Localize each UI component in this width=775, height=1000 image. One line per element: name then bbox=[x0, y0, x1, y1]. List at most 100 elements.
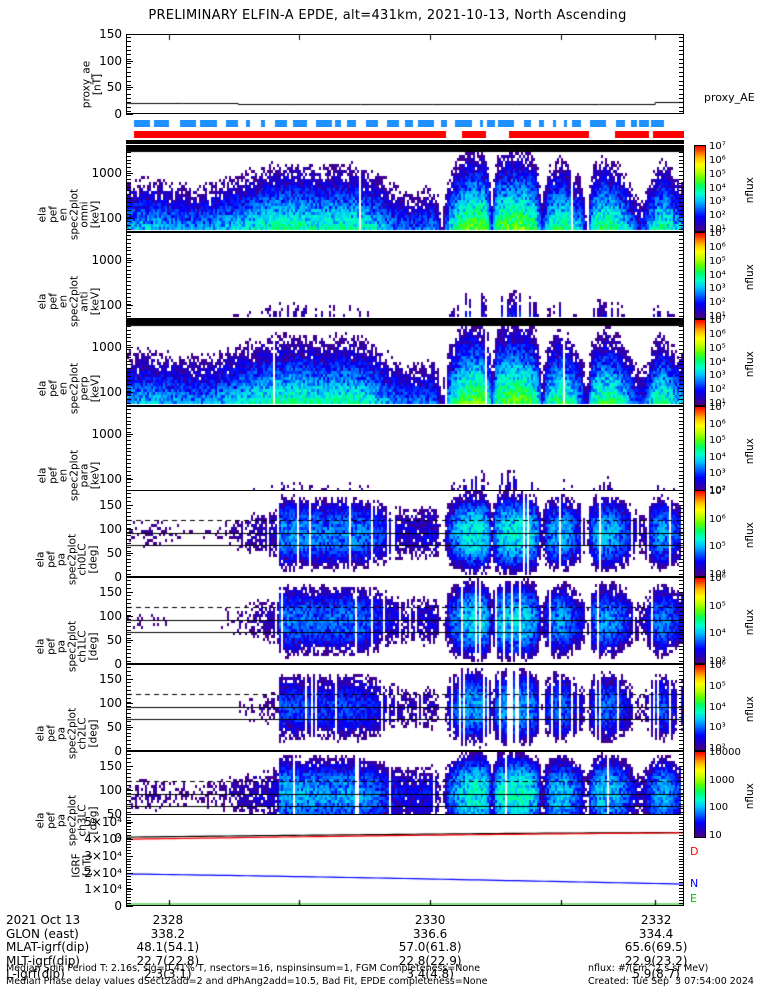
minor-tick bbox=[126, 724, 131, 726]
minor-tick bbox=[679, 873, 684, 875]
minor-tick bbox=[126, 900, 131, 902]
minor-tick bbox=[126, 447, 131, 449]
ytick-para: 1000 bbox=[91, 426, 122, 441]
axis-value: 5.9(8.7) bbox=[632, 967, 680, 982]
minor-tick bbox=[679, 822, 684, 824]
minor-tick bbox=[126, 867, 131, 869]
colorbar-tick-para: 10⁷ bbox=[709, 402, 726, 413]
minor-tick bbox=[679, 194, 684, 196]
minor-tick bbox=[679, 246, 684, 248]
ytickmark-perp bbox=[126, 346, 133, 348]
minor-tick bbox=[126, 583, 131, 585]
minor-tick bbox=[126, 308, 131, 310]
minor-tick bbox=[679, 527, 684, 529]
colorbar-tick-ch3LC: 10000 bbox=[709, 747, 741, 758]
minor-tick bbox=[679, 728, 684, 730]
ytickmark-ch1LC bbox=[126, 639, 133, 641]
minor-tick bbox=[679, 800, 684, 802]
igrf-tickmark bbox=[126, 906, 133, 907]
minor-tick bbox=[679, 667, 684, 668]
minor-tick bbox=[126, 678, 131, 680]
minor-tick bbox=[679, 599, 684, 601]
minor-tick bbox=[679, 71, 684, 73]
minor-tick bbox=[679, 478, 684, 480]
minor-tick bbox=[679, 828, 684, 830]
minor-tick bbox=[126, 701, 131, 703]
ytick-ch1LC: 100 bbox=[99, 608, 122, 623]
minor-tick bbox=[126, 784, 131, 786]
minor-tick bbox=[126, 478, 131, 480]
ytickmark-omni bbox=[126, 172, 133, 174]
minor-tick bbox=[126, 554, 131, 556]
panel-perp bbox=[126, 319, 684, 406]
minor-tick bbox=[679, 209, 684, 211]
minor-tick bbox=[126, 93, 131, 95]
minor-tick bbox=[126, 709, 131, 711]
status-strip-red bbox=[126, 131, 684, 138]
minor-tick bbox=[126, 376, 131, 377]
minor-tick bbox=[679, 562, 684, 564]
proxy-ae-tickmark bbox=[126, 34, 133, 35]
colorbar-tick-para: 10⁵ bbox=[709, 435, 726, 447]
minor-tick bbox=[126, 879, 131, 881]
axis-value: 338.2 bbox=[150, 926, 186, 941]
colorbar-omni bbox=[694, 145, 706, 232]
minor-tick bbox=[126, 202, 131, 203]
minor-tick bbox=[679, 724, 684, 726]
ytickmark-anti bbox=[126, 305, 133, 307]
minor-tick bbox=[126, 312, 131, 314]
colorbar-tick-ch1LC: 10⁵ bbox=[709, 600, 726, 612]
minor-tick bbox=[126, 436, 131, 437]
minor-tick bbox=[679, 879, 684, 881]
minor-tick bbox=[679, 443, 684, 445]
minor-tick bbox=[679, 817, 684, 818]
minor-tick bbox=[679, 217, 684, 219]
minor-tick bbox=[679, 603, 684, 605]
minor-tick bbox=[679, 463, 684, 464]
minor-tick bbox=[126, 574, 131, 575]
minor-tick bbox=[126, 316, 131, 317]
minor-tick bbox=[126, 37, 131, 38]
minor-tick bbox=[679, 682, 684, 684]
minor-tick bbox=[679, 312, 684, 314]
colorbar-tick-ch0LC: 10⁶ bbox=[709, 513, 726, 525]
minor-tick bbox=[126, 67, 131, 69]
minor-tick bbox=[679, 229, 684, 230]
minor-tick bbox=[126, 470, 131, 472]
minor-tick bbox=[126, 345, 131, 347]
minor-tick bbox=[679, 550, 684, 552]
minor-tick bbox=[679, 416, 684, 418]
proxy-ae-ytick: 150 bbox=[99, 27, 122, 41]
minor-tick bbox=[126, 622, 131, 624]
igrf-tickmark bbox=[126, 839, 133, 841]
minor-tick bbox=[126, 500, 131, 502]
minor-tick bbox=[126, 235, 131, 236]
minor-tick bbox=[679, 300, 684, 302]
ytick-ch3LC: 150 bbox=[99, 758, 122, 773]
colorbar-tick-omni: 10³ bbox=[709, 196, 726, 208]
colorbar-label-ch1LC: nflux bbox=[743, 608, 756, 635]
colorbar-tick-anti: 10⁴ bbox=[709, 269, 726, 281]
minor-tick bbox=[679, 757, 684, 759]
ytickmark-para bbox=[126, 433, 133, 435]
minor-tick bbox=[126, 352, 131, 354]
minor-tick bbox=[679, 250, 684, 252]
ytickmark-omni bbox=[126, 218, 133, 220]
minor-tick bbox=[679, 740, 684, 742]
minor-tick bbox=[126, 71, 131, 73]
minor-tick bbox=[126, 451, 131, 453]
minor-tick bbox=[126, 242, 131, 244]
footer-line-2: Median Phase delay values dSect2add=2 an… bbox=[6, 976, 488, 987]
minor-tick bbox=[126, 587, 131, 589]
minor-tick bbox=[126, 262, 131, 263]
minor-tick bbox=[679, 352, 684, 354]
minor-tick bbox=[126, 580, 131, 581]
axis-row-label: GLON (east) bbox=[6, 926, 79, 941]
minor-tick bbox=[679, 470, 684, 472]
minor-tick bbox=[679, 97, 684, 99]
colorbar-tick-omni: 10⁷ bbox=[709, 141, 726, 152]
colorbar-tick-anti: 10⁷ bbox=[709, 228, 726, 239]
minor-tick bbox=[126, 713, 131, 715]
axis-value: 57.0(61.8) bbox=[398, 940, 462, 955]
spectrogram-ch2LC bbox=[127, 665, 683, 750]
